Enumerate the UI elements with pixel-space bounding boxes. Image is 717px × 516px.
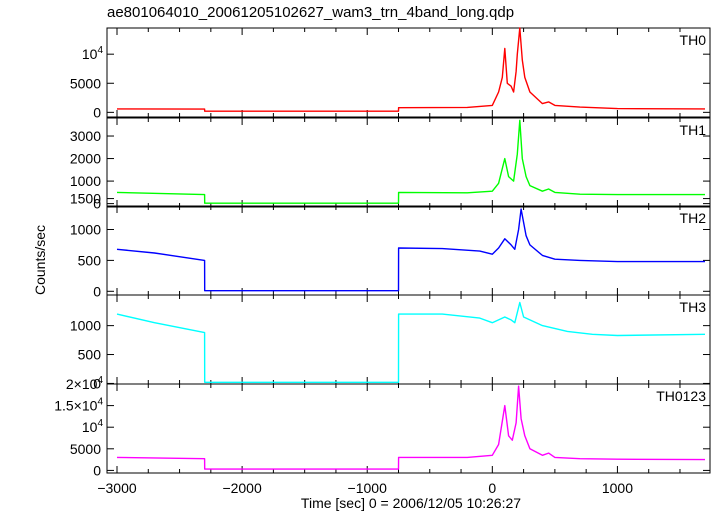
panel-label: TH1 xyxy=(680,122,707,138)
x-tick-label: 1000 xyxy=(602,480,633,496)
x-tick-label: −2000 xyxy=(222,480,262,496)
chart-title: ae801064010_20061205102627_wam3_trn_4ban… xyxy=(107,4,514,21)
x-tick-label: −3000 xyxy=(97,480,137,496)
panel-frame xyxy=(106,27,711,118)
y-axis-label: Counts/sec xyxy=(32,225,48,295)
panel-label: TH0 xyxy=(680,32,707,48)
panel-frame xyxy=(106,205,711,296)
y-tick-label: 0 xyxy=(93,104,101,120)
panel-th0123: 0 5000 104 1.5×104 2×104 TH0123 xyxy=(54,375,711,478)
x-tick-label: 0 xyxy=(488,480,496,496)
x-axis-tick-labels: −3000 −2000 −1000 0 1000 xyxy=(97,480,633,496)
y-tick-label: 5000 xyxy=(70,441,101,457)
panel-frame xyxy=(106,294,711,385)
y-tick-label: 2×104 xyxy=(66,375,104,392)
series-line-th1 xyxy=(116,119,705,204)
y-tick-label: 0 xyxy=(93,283,101,299)
y-tick-label: 0 xyxy=(93,196,101,212)
y-tick-label: 1000 xyxy=(70,173,101,189)
y-tick-label: 1000 xyxy=(70,221,101,237)
y-tick-label: 1500 xyxy=(70,191,101,207)
series-line-th0 xyxy=(116,27,706,112)
y-tick-label: 104 xyxy=(82,45,104,62)
series-line-th3 xyxy=(116,301,706,383)
y-tick-label: 1.5×104 xyxy=(54,397,103,414)
y-tick-label: 0 xyxy=(93,462,101,478)
panel-th0: 0 5000 104 TH0 xyxy=(70,27,711,120)
panel-frame xyxy=(106,117,711,208)
panel-th2: 0 500 1000 1500 TH2 xyxy=(70,191,711,299)
y-tick-label: 500 xyxy=(78,252,102,268)
series-line-th0123 xyxy=(116,385,706,470)
y-tick-label: 0 xyxy=(93,375,101,391)
panel-th3: 0 500 1000 TH3 xyxy=(70,294,711,391)
x-axis-label: Time [sec] 0 = 2006/12/05 10:26:27 xyxy=(301,495,521,511)
panel-label: TH3 xyxy=(680,299,707,315)
y-tick-label: 5000 xyxy=(70,75,101,91)
panel-th1: 0 1000 2000 3000 TH1 xyxy=(70,117,711,212)
panel-label: TH2 xyxy=(680,210,707,226)
y-tick-label: 2000 xyxy=(70,151,101,167)
panel-label: TH0123 xyxy=(656,388,706,404)
panel-frame xyxy=(106,383,711,474)
x-tick-label: −1000 xyxy=(348,480,388,496)
y-tick-label: 104 xyxy=(82,418,104,435)
series-line-th2 xyxy=(116,208,705,292)
y-tick-label: 500 xyxy=(78,347,102,363)
y-tick-label: 3000 xyxy=(70,128,101,144)
y-tick-label: 1000 xyxy=(70,318,101,334)
